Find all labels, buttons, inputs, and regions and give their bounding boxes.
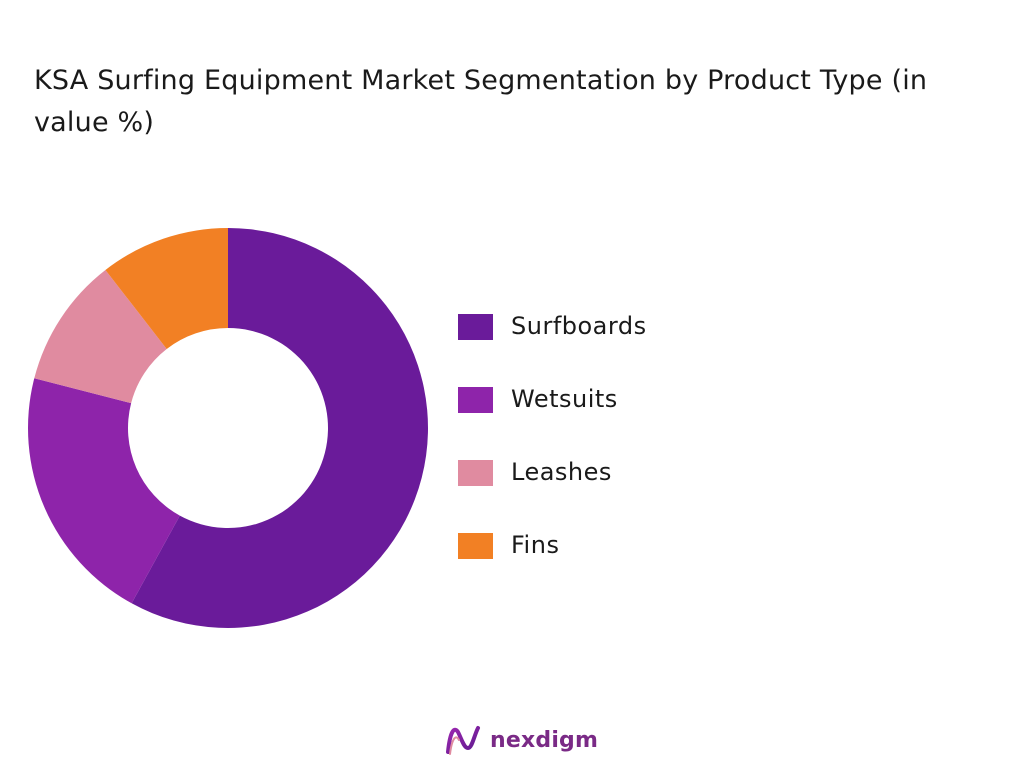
legend-swatch-leashes [458, 460, 493, 486]
chart-legend: Surfboards Wetsuits Leashes Fins [458, 306, 647, 598]
legend-label-leashes: Leashes [511, 458, 612, 486]
slice-surfboards [131, 228, 428, 629]
slice-leashes [34, 269, 167, 404]
legend-item-fins: Fins [458, 525, 647, 598]
brand-name: nexdigm [490, 727, 599, 753]
legend-item-wetsuits: Wetsuits [458, 379, 647, 452]
legend-swatch-surfboards [458, 314, 493, 340]
legend-label-wetsuits: Wetsuits [511, 385, 618, 413]
nexdigm-logo-icon [446, 726, 480, 755]
legend-item-surfboards: Surfboards [458, 306, 647, 379]
slice-fins [105, 228, 228, 349]
legend-label-surfboards: Surfboards [511, 312, 647, 340]
legend-item-leashes: Leashes [458, 452, 647, 525]
legend-label-fins: Fins [511, 531, 560, 559]
legend-swatch-fins [458, 533, 493, 559]
donut-slices [28, 228, 428, 629]
brand-footer: nexdigm [444, 722, 598, 758]
chart-title: KSA Surfing Equipment Market Segmentatio… [34, 65, 928, 138]
legend-swatch-wetsuits [458, 387, 493, 413]
donut-chart [28, 228, 428, 629]
slice-wetsuits [28, 378, 180, 604]
